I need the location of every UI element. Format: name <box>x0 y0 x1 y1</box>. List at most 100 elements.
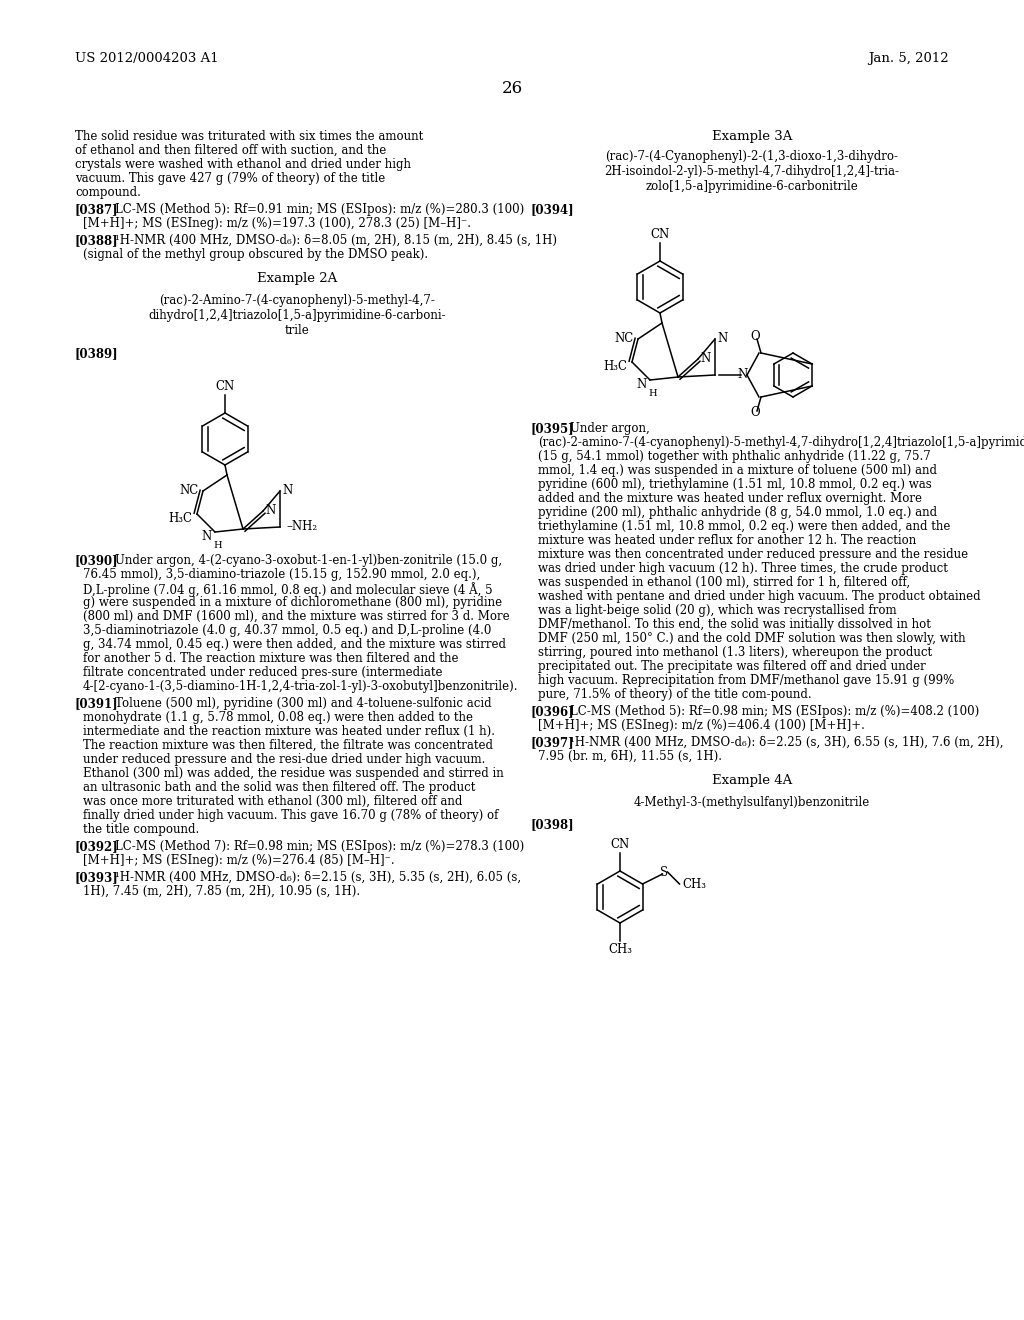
Text: Ethanol (300 ml) was added, the residue was suspended and stirred in: Ethanol (300 ml) was added, the residue … <box>83 767 504 780</box>
Text: O: O <box>751 330 760 343</box>
Text: ¹H-NMR (400 MHz, DMSO-d₆): δ=2.25 (s, 3H), 6.55 (s, 1H), 7.6 (m, 2H),: ¹H-NMR (400 MHz, DMSO-d₆): δ=2.25 (s, 3H… <box>569 737 1004 748</box>
Text: mixture was then concentrated under reduced pressure and the residue: mixture was then concentrated under redu… <box>538 548 968 561</box>
Text: (800 ml) and DMF (1600 ml), and the mixture was stirred for 3 d. More: (800 ml) and DMF (1600 ml), and the mixt… <box>83 610 510 623</box>
Text: under reduced pressure and the resi-due dried under high vacuum.: under reduced pressure and the resi-due … <box>83 752 485 766</box>
Text: mixture was heated under reflux for another 12 h. The reaction: mixture was heated under reflux for anot… <box>538 535 916 546</box>
Text: The solid residue was triturated with six times the amount: The solid residue was triturated with si… <box>75 129 423 143</box>
Text: O: O <box>751 407 760 420</box>
Text: N: N <box>282 484 292 498</box>
Text: CN: CN <box>610 838 630 851</box>
Text: Example 3A: Example 3A <box>712 129 793 143</box>
Text: pyridine (200 ml), phthalic anhydride (8 g, 54.0 mmol, 1.0 eq.) and: pyridine (200 ml), phthalic anhydride (8… <box>538 506 937 519</box>
Text: [0392]: [0392] <box>75 840 119 853</box>
Text: [M+H]+; MS (ESIneg): m/z (%)=276.4 (85) [M–H]⁻.: [M+H]+; MS (ESIneg): m/z (%)=276.4 (85) … <box>83 854 394 867</box>
Text: US 2012/0004203 A1: US 2012/0004203 A1 <box>75 51 219 65</box>
Text: [0388]: [0388] <box>75 234 119 247</box>
Text: [0397]: [0397] <box>530 737 573 748</box>
Text: H: H <box>214 541 222 550</box>
Text: 76.45 mmol), 3,5-diamino-triazole (15.15 g, 152.90 mmol, 2.0 eq.),: 76.45 mmol), 3,5-diamino-triazole (15.15… <box>83 568 480 581</box>
Text: CN: CN <box>215 380 234 393</box>
Text: [0398]: [0398] <box>530 818 573 832</box>
Text: LC-MS (Method 7): Rf=0.98 min; MS (ESIpos): m/z (%)=278.3 (100): LC-MS (Method 7): Rf=0.98 min; MS (ESIpo… <box>115 840 524 853</box>
Text: intermediate and the reaction mixture was heated under reflux (1 h).: intermediate and the reaction mixture wa… <box>83 725 495 738</box>
Text: washed with pentane and dried under high vacuum. The product obtained: washed with pentane and dried under high… <box>538 590 981 603</box>
Text: mmol, 1.4 eq.) was suspended in a mixture of toluene (500 ml) and: mmol, 1.4 eq.) was suspended in a mixtur… <box>538 465 937 477</box>
Text: 2H-isoindol-2-yl)-5-methyl-4,7-dihydro[1,2,4]-tria-: 2H-isoindol-2-yl)-5-methyl-4,7-dihydro[1… <box>604 165 899 178</box>
Text: N: N <box>738 368 749 381</box>
Text: was once more triturated with ethanol (300 ml), filtered off and: was once more triturated with ethanol (3… <box>83 795 463 808</box>
Text: DMF (250 ml, 150° C.) and the cold DMF solution was then slowly, with: DMF (250 ml, 150° C.) and the cold DMF s… <box>538 632 966 645</box>
Text: Under argon,: Under argon, <box>569 422 649 436</box>
Text: [0396]: [0396] <box>530 705 573 718</box>
Text: the title compound.: the title compound. <box>83 822 200 836</box>
Text: (rac)-2-Amino-7-(4-cyanophenyl)-5-methyl-4,7-: (rac)-2-Amino-7-(4-cyanophenyl)-5-methyl… <box>159 294 435 308</box>
Text: 4-[2-cyano-1-(3,5-diamino-1H-1,2,4-tria-zol-1-yl)-3-oxobutyl]benzonitrile).: 4-[2-cyano-1-(3,5-diamino-1H-1,2,4-tria-… <box>83 680 518 693</box>
Text: S: S <box>660 866 669 879</box>
Text: H₃C: H₃C <box>603 359 627 372</box>
Text: stirring, poured into methanol (1.3 liters), whereupon the product: stirring, poured into methanol (1.3 lite… <box>538 645 932 659</box>
Text: high vacuum. Reprecipitation from DMF/methanol gave 15.91 g (99%: high vacuum. Reprecipitation from DMF/me… <box>538 675 954 686</box>
Text: trile: trile <box>285 323 309 337</box>
Text: The reaction mixture was then filtered, the filtrate was concentrated: The reaction mixture was then filtered, … <box>83 739 493 752</box>
Text: CN: CN <box>650 228 670 242</box>
Text: (rac)-7-(4-Cyanophenyl)-2-(1,3-dioxo-1,3-dihydro-: (rac)-7-(4-Cyanophenyl)-2-(1,3-dioxo-1,3… <box>605 150 898 162</box>
Text: N: N <box>717 333 727 346</box>
Text: was a light-beige solid (20 g), which was recrystallised from: was a light-beige solid (20 g), which wa… <box>538 605 897 616</box>
Text: (15 g, 54.1 mmol) together with phthalic anhydride (11.22 g, 75.7: (15 g, 54.1 mmol) together with phthalic… <box>538 450 931 463</box>
Text: LC-MS (Method 5): Rf=0.98 min; MS (ESIpos): m/z (%)=408.2 (100): LC-MS (Method 5): Rf=0.98 min; MS (ESIpo… <box>569 705 979 718</box>
Text: [M+H]+; MS (ESIneg): m/z (%)=197.3 (100), 278.3 (25) [M–H]⁻.: [M+H]+; MS (ESIneg): m/z (%)=197.3 (100)… <box>83 216 471 230</box>
Text: Jan. 5, 2012: Jan. 5, 2012 <box>868 51 949 65</box>
Text: [0390]: [0390] <box>75 554 119 568</box>
Text: pure, 71.5% of theory) of the title com-pound.: pure, 71.5% of theory) of the title com-… <box>538 688 812 701</box>
Text: Example 4A: Example 4A <box>712 774 793 787</box>
Text: crystals were washed with ethanol and dried under high: crystals were washed with ethanol and dr… <box>75 158 411 172</box>
Text: LC-MS (Method 5): Rf=0.91 min; MS (ESIpos): m/z (%)=280.3 (100): LC-MS (Method 5): Rf=0.91 min; MS (ESIpo… <box>115 203 524 216</box>
Text: [0393]: [0393] <box>75 871 119 884</box>
Text: NC: NC <box>614 333 634 346</box>
Text: precipitated out. The precipitate was filtered off and dried under: precipitated out. The precipitate was fi… <box>538 660 926 673</box>
Text: 4-Methyl-3-(methylsulfanyl)benzonitrile: 4-Methyl-3-(methylsulfanyl)benzonitrile <box>634 796 870 809</box>
Text: [0389]: [0389] <box>75 347 119 360</box>
Text: CH₃: CH₃ <box>683 878 707 891</box>
Text: –NH₂: –NH₂ <box>286 520 317 533</box>
Text: Example 2A: Example 2A <box>257 272 337 285</box>
Text: DMF/methanol. To this end, the solid was initially dissolved in hot: DMF/methanol. To this end, the solid was… <box>538 618 931 631</box>
Text: [0395]: [0395] <box>530 422 573 436</box>
Text: [M+H]+; MS (ESIneg): m/z (%)=406.4 (100) [M+H]+.: [M+H]+; MS (ESIneg): m/z (%)=406.4 (100)… <box>538 719 865 733</box>
Text: ¹H-NMR (400 MHz, DMSO-d₆): δ=2.15 (s, 3H), 5.35 (s, 2H), 6.05 (s,: ¹H-NMR (400 MHz, DMSO-d₆): δ=2.15 (s, 3H… <box>115 871 521 884</box>
Text: 1H), 7.45 (m, 2H), 7.85 (m, 2H), 10.95 (s, 1H).: 1H), 7.45 (m, 2H), 7.85 (m, 2H), 10.95 (… <box>83 884 360 898</box>
Text: g) were suspended in a mixture of dichloromethane (800 ml), pyridine: g) were suspended in a mixture of dichlo… <box>83 597 502 609</box>
Text: filtrate concentrated under reduced pres-sure (intermediate: filtrate concentrated under reduced pres… <box>83 667 442 678</box>
Text: CH₃: CH₃ <box>608 942 632 956</box>
Text: Toluene (500 ml), pyridine (300 ml) and 4-toluene-sulfonic acid: Toluene (500 ml), pyridine (300 ml) and … <box>115 697 492 710</box>
Text: H₃C: H₃C <box>168 511 193 524</box>
Text: compound.: compound. <box>75 186 141 199</box>
Text: pyridine (600 ml), triethylamine (1.51 ml, 10.8 mmol, 0.2 eq.) was: pyridine (600 ml), triethylamine (1.51 m… <box>538 478 932 491</box>
Text: was dried under high vacuum (12 h). Three times, the crude product: was dried under high vacuum (12 h). Thre… <box>538 562 948 576</box>
Text: finally dried under high vacuum. This gave 16.70 g (78% of theory) of: finally dried under high vacuum. This ga… <box>83 809 499 822</box>
Text: N: N <box>700 352 711 366</box>
Text: (signal of the methyl group obscured by the DMSO peak).: (signal of the methyl group obscured by … <box>83 248 428 261</box>
Text: monohydrate (1.1 g, 5.78 mmol, 0.08 eq.) were then added to the: monohydrate (1.1 g, 5.78 mmol, 0.08 eq.)… <box>83 711 473 723</box>
Text: [0394]: [0394] <box>530 203 573 216</box>
Text: N: N <box>637 378 647 391</box>
Text: zolo[1,5-a]pyrimidine-6-carbonitrile: zolo[1,5-a]pyrimidine-6-carbonitrile <box>645 180 858 193</box>
Text: for another 5 d. The reaction mixture was then filtered and the: for another 5 d. The reaction mixture wa… <box>83 652 459 665</box>
Text: NC: NC <box>180 484 199 498</box>
Text: Under argon, 4-(2-cyano-3-oxobut-1-en-1-yl)ben-zonitrile (15.0 g,: Under argon, 4-(2-cyano-3-oxobut-1-en-1-… <box>115 554 502 568</box>
Text: triethylamine (1.51 ml, 10.8 mmol, 0.2 eq.) were then added, and the: triethylamine (1.51 ml, 10.8 mmol, 0.2 e… <box>538 520 950 533</box>
Text: D,L-proline (7.04 g, 61.16 mmol, 0.8 eq.) and molecular sieve (4 Å, 5: D,L-proline (7.04 g, 61.16 mmol, 0.8 eq.… <box>83 582 493 597</box>
Text: 3,5-diaminotriazole (4.0 g, 40.37 mmol, 0.5 eq.) and D,L-proline (4.0: 3,5-diaminotriazole (4.0 g, 40.37 mmol, … <box>83 624 492 638</box>
Text: ¹H-NMR (400 MHz, DMSO-d₆): δ=8.05 (m, 2H), 8.15 (m, 2H), 8.45 (s, 1H): ¹H-NMR (400 MHz, DMSO-d₆): δ=8.05 (m, 2H… <box>115 234 557 247</box>
Text: g, 34.74 mmol, 0.45 eq.) were then added, and the mixture was stirred: g, 34.74 mmol, 0.45 eq.) were then added… <box>83 638 506 651</box>
Text: vacuum. This gave 427 g (79% of theory) of the title: vacuum. This gave 427 g (79% of theory) … <box>75 172 385 185</box>
Text: added and the mixture was heated under reflux overnight. More: added and the mixture was heated under r… <box>538 492 922 506</box>
Text: 26: 26 <box>502 81 522 96</box>
Text: dihydro[1,2,4]triazolo[1,5-a]pyrimidine-6-carboni-: dihydro[1,2,4]triazolo[1,5-a]pyrimidine-… <box>148 309 445 322</box>
Text: an ultrasonic bath and the solid was then filtered off. The product: an ultrasonic bath and the solid was the… <box>83 781 475 795</box>
Text: of ethanol and then filtered off with suction, and the: of ethanol and then filtered off with su… <box>75 144 386 157</box>
Text: [0391]: [0391] <box>75 697 119 710</box>
Text: [0387]: [0387] <box>75 203 119 216</box>
Text: N: N <box>265 504 275 517</box>
Text: H: H <box>648 389 657 399</box>
